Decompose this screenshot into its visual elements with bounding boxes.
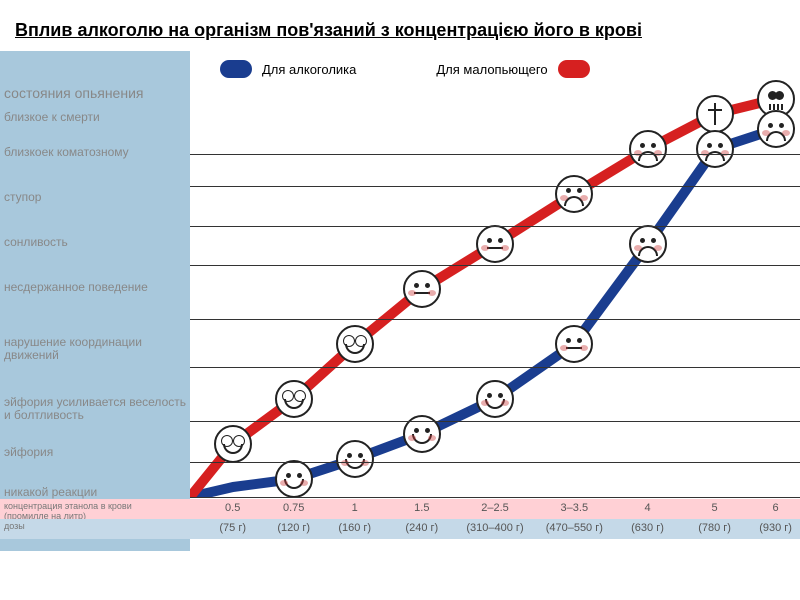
faces-layer xyxy=(190,89,800,497)
alcohol-effect-chart: состояния опьянения близкое к смерти близ… xyxy=(0,51,800,551)
yaxis-header: состояния опьянения xyxy=(4,85,143,101)
xaxis-dose-caption: дозы xyxy=(4,522,174,532)
gridline xyxy=(190,226,800,227)
yaxis-label: эйфория усиливается веселость и болтливо… xyxy=(4,396,186,422)
xaxis-concentration-label: 2–2.5 xyxy=(481,502,509,514)
yaxis-label: ступор xyxy=(4,191,186,204)
xaxis-dose-row: дозы (75 г) (120 г) (160 г) (240 г) (310–400… xyxy=(0,519,800,539)
legend-label-light-drinker: Для малопьющего xyxy=(436,62,547,77)
xaxis-concentration-label: 6 xyxy=(773,502,779,514)
xaxis-concentration-label: 4 xyxy=(644,502,650,514)
page-title: Вплив алкоголю на організм пов'язаний з … xyxy=(0,0,800,51)
legend-swatch-alcoholic xyxy=(220,60,252,78)
gridline xyxy=(190,462,800,463)
face-icon xyxy=(696,130,734,168)
xaxis-concentration-label: 1.5 xyxy=(414,502,429,514)
yaxis-label: эйфория xyxy=(4,446,186,459)
face-icon xyxy=(336,325,374,363)
face-icon xyxy=(476,225,514,263)
face-icon xyxy=(629,225,667,263)
xaxis-dose-label: (630 г) xyxy=(631,522,664,534)
yaxis-label: близкое к смерти xyxy=(4,111,186,124)
yaxis-label: сонливость xyxy=(4,236,186,249)
face-icon xyxy=(757,110,795,148)
xaxis-concentration-label: 3–3.5 xyxy=(561,502,589,514)
yaxis-label: близкоек коматозному xyxy=(4,146,186,159)
chart-legend: Для алкоголика Для малопьющего xyxy=(210,55,790,83)
yaxis-label: нарушение координации движений xyxy=(4,336,186,362)
face-icon xyxy=(403,270,441,308)
gridline xyxy=(190,265,800,266)
gridline xyxy=(190,367,800,368)
face-icon xyxy=(555,325,593,363)
face-icon xyxy=(336,440,374,478)
face-icon xyxy=(476,380,514,418)
xaxis-concentration-label: 0.5 xyxy=(225,502,240,514)
xaxis-concentration-row: концентрация этанола в крови (промилле н… xyxy=(0,499,800,519)
gridline xyxy=(190,497,800,498)
gridline xyxy=(190,421,800,422)
yaxis-label: несдержанное поведение xyxy=(4,281,186,294)
gridline xyxy=(190,186,800,187)
face-icon xyxy=(629,130,667,168)
xaxis-dose-label: (75 г) xyxy=(219,522,246,534)
xaxis-dose-label: (470–550 г) xyxy=(546,522,603,534)
xaxis-dose-label: (780 г) xyxy=(698,522,731,534)
xaxis-concentration-label: 0.75 xyxy=(283,502,304,514)
xaxis-dose-label: (310–400 г) xyxy=(466,522,523,534)
face-icon xyxy=(275,380,313,418)
xaxis-dose-label: (930 г) xyxy=(759,522,792,534)
xaxis-dose-label: (240 г) xyxy=(405,522,438,534)
face-icon xyxy=(275,460,313,498)
legend-swatch-light-drinker xyxy=(558,60,590,78)
face-icon xyxy=(214,425,252,463)
xaxis-dose-label: (120 г) xyxy=(277,522,310,534)
xaxis-concentration-label: 1 xyxy=(352,502,358,514)
face-icon xyxy=(696,95,734,133)
yaxis-label: никакой реакции xyxy=(4,486,186,499)
face-icon xyxy=(555,175,593,213)
gridline xyxy=(190,154,800,155)
yaxis-column: состояния опьянения близкое к смерти близ… xyxy=(0,51,190,551)
gridline xyxy=(190,319,800,320)
xaxis-dose-label: (160 г) xyxy=(338,522,371,534)
xaxis-concentration-label: 5 xyxy=(712,502,718,514)
legend-label-alcoholic: Для алкоголика xyxy=(262,62,356,77)
